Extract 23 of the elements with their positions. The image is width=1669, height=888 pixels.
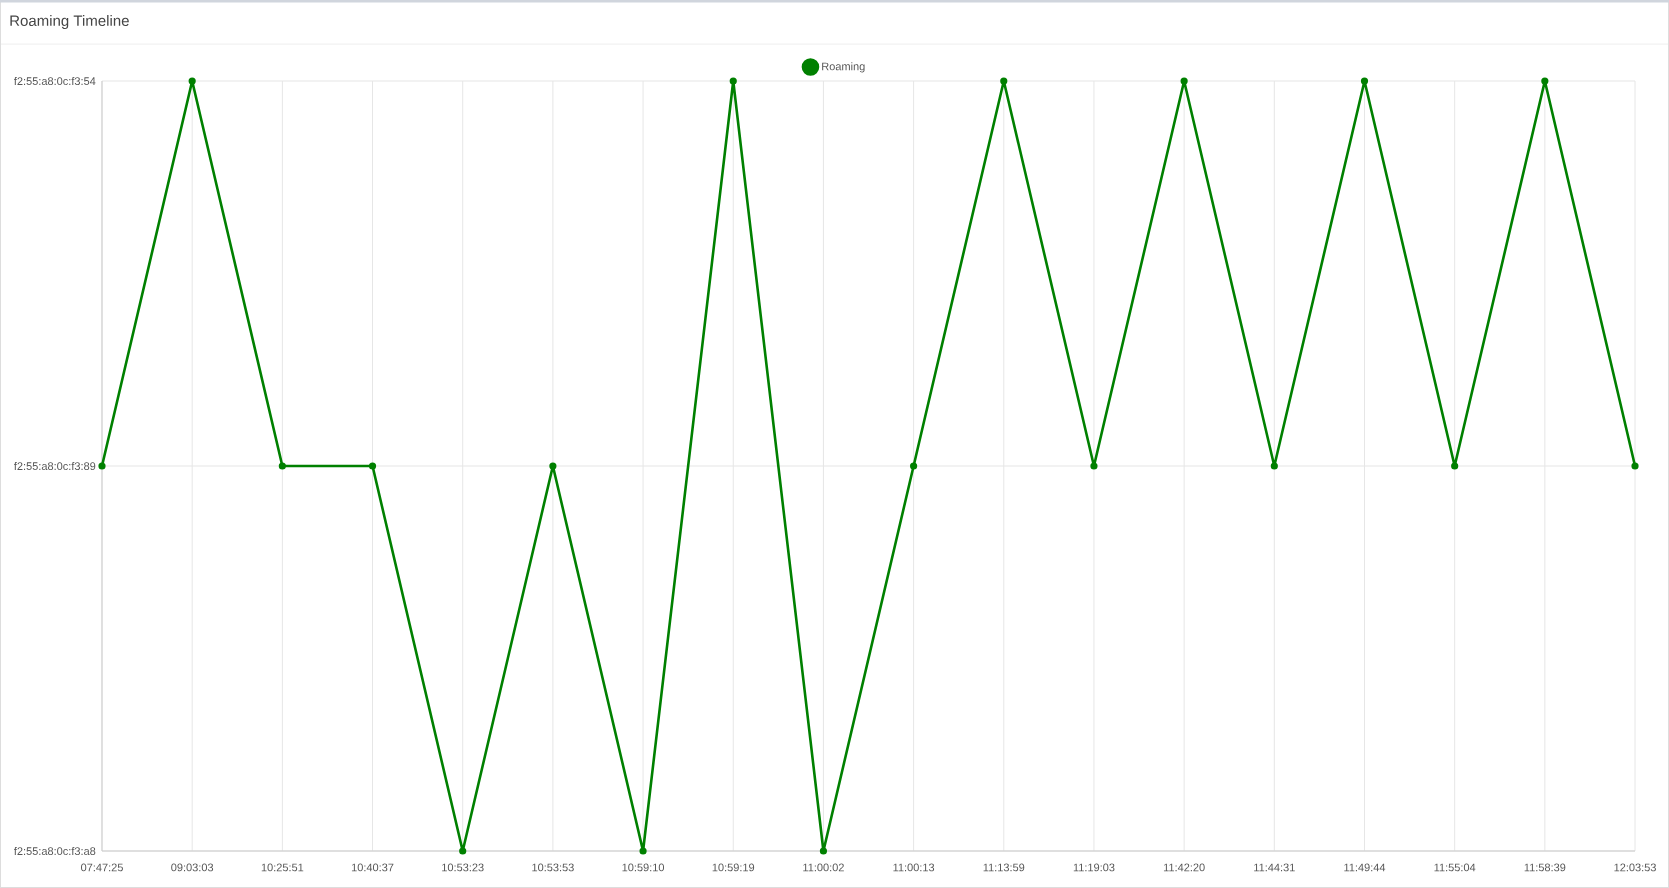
x-tick-label: 11:00:02: [803, 863, 844, 872]
x-tick-label: 10:53:53: [532, 863, 574, 872]
x-tick-label: 10:25:51: [261, 863, 304, 872]
text: f2:55:a8:0c:f3:54: [14, 76, 96, 86]
x-tick-label: 11:58:39: [1524, 863, 1566, 872]
x-tick-label: 12:03:53: [1614, 863, 1656, 872]
x-tick-label: 10:59:19: [712, 863, 755, 872]
x-tick-label: 11:55:04: [1434, 863, 1476, 872]
x-tick-label: 11:44:31: [1254, 863, 1295, 872]
x-tick-label: 10:40:37: [351, 863, 394, 872]
text: f2:55:a8:0c:f3:a8: [14, 846, 96, 856]
x-tick-label: 11:00:13: [893, 863, 935, 872]
x-tick-label: 11:19:03: [1073, 863, 1115, 872]
legend-label: Roaming: [822, 62, 865, 73]
x-tick-label: 11:42:20: [1163, 863, 1205, 872]
chart-title: Roaming Timeline: [10, 15, 129, 29]
x-tick-label: 10:53:23: [442, 863, 484, 872]
x-tick-label: 10:59:10: [622, 863, 665, 872]
x-tick-label: 11:13:59: [983, 863, 1025, 872]
x-tick-label: 09:03:03: [171, 863, 214, 872]
x-tick-label: 11:49:44: [1344, 863, 1386, 872]
x-tick-label: 07:47:25: [81, 863, 123, 872]
text: f2:55:a8:0c:f3:89: [14, 461, 96, 471]
